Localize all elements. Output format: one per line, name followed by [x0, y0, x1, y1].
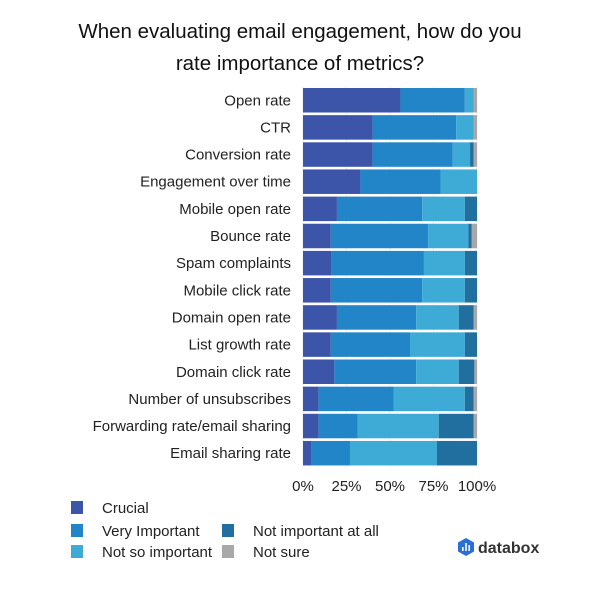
x-tick-label: 50% [375, 478, 405, 495]
bar-segment-very-important [336, 196, 423, 222]
bar-segment-not-so-important [416, 359, 459, 384]
bar-segment-very-important [360, 169, 441, 194]
bar-segment-very-important [330, 223, 429, 249]
bar-segment-not-so-important [349, 440, 437, 466]
bar-segment-not-important-at-all [464, 278, 477, 303]
bar-segment-not-so-important [440, 169, 477, 194]
bar-segment-not-sure [473, 305, 477, 330]
category-label: Bounce rate [210, 228, 291, 245]
category-label: Forwarding rate/email sharing [93, 418, 291, 435]
bar-segment-not-important-at-all [458, 305, 474, 330]
legend-swatch [71, 501, 83, 514]
bar-segment-not-important-at-all [468, 223, 472, 249]
category-label: Mobile click rate [183, 282, 291, 299]
bar-segment-not-sure [471, 223, 477, 249]
bar-segment-very-important [400, 88, 465, 113]
bar-segment-not-important-at-all [436, 440, 477, 466]
bar-segment-not-so-important [393, 386, 465, 412]
bar-segment-not-important-at-all [464, 332, 477, 357]
bar-segment-not-so-important [422, 196, 465, 222]
category-label: Spam complaints [176, 255, 291, 272]
legend-swatch [222, 545, 234, 558]
category-label: Mobile open rate [179, 201, 291, 218]
bar-segment-crucial [303, 250, 332, 276]
bar-segment-crucial [303, 386, 319, 412]
bar-segment-very-important [372, 142, 453, 167]
bar-segment-crucial [303, 115, 373, 140]
bar-segment-very-important [372, 115, 457, 140]
bar-segment-crucial [303, 413, 319, 439]
bar-segment-not-important-at-all [464, 250, 477, 276]
bar-segment-very-important [318, 413, 358, 439]
category-label: Number of unsubscribes [128, 391, 291, 408]
bar-segment-not-sure [473, 413, 477, 439]
category-label: Email sharing rate [170, 445, 291, 462]
bar-segment-crucial [303, 359, 335, 384]
bar-segment-not-important-at-all [470, 142, 474, 167]
category-label: Open rate [224, 92, 291, 109]
bar-segment-very-important [330, 278, 423, 303]
bar-segment-not-so-important [423, 250, 465, 276]
legend-swatch [222, 524, 234, 537]
bar-segment-not-sure [474, 359, 477, 384]
databox-logo: databox [458, 538, 539, 557]
legend-swatch [71, 545, 83, 558]
legend-swatch [71, 524, 83, 537]
category-label: CTR [260, 119, 291, 136]
bar-segment-not-sure [473, 88, 477, 113]
bar-segment-not-important-at-all [458, 359, 475, 384]
x-tick-label: 0% [292, 478, 314, 495]
bar-segment-very-important [330, 332, 411, 357]
bar-segment-not-so-important [422, 278, 465, 303]
x-tick-label: 75% [418, 478, 448, 495]
x-tick-label: 25% [331, 478, 361, 495]
category-label: List growth rate [188, 337, 291, 354]
bar-segment-not-important-at-all [464, 196, 477, 222]
legend-label: Not important at all [253, 523, 379, 540]
bar-segment-crucial [303, 223, 331, 249]
bar-segment-not-so-important [357, 413, 439, 439]
bar-segment-crucial [303, 88, 401, 113]
legend-label: Crucial [102, 500, 149, 517]
category-label: Domain click rate [176, 364, 291, 381]
legend-label: Very Important [102, 523, 200, 540]
chart-title-line-1: When evaluating email engagement, how do… [78, 20, 521, 43]
bar-segment-not-important-at-all [438, 413, 474, 439]
bar-segment-not-so-important [452, 142, 471, 167]
category-label: Domain open rate [172, 309, 291, 326]
databox-logo-text: databox [478, 540, 539, 557]
bar-segment-not-so-important [416, 305, 459, 330]
bar-segment-crucial [303, 169, 361, 194]
legend-label: Not so important [102, 544, 213, 561]
bar-segment-not-important-at-all [464, 386, 474, 412]
bar-segment-crucial [303, 278, 331, 303]
bar-segment-very-important [331, 250, 424, 276]
bar-segment-crucial [303, 305, 337, 330]
bar-segment-not-so-important [428, 223, 469, 249]
bar-segment-not-sure [473, 115, 477, 140]
bar-segment-very-important [334, 359, 417, 384]
bar-segment-not-sure [473, 142, 477, 167]
legend-label: Not sure [253, 544, 310, 561]
category-label: Conversion rate [185, 147, 291, 164]
bar-segment-not-so-important [456, 115, 474, 140]
bar-segment-crucial [303, 142, 373, 167]
x-tick-label: 100% [458, 478, 496, 495]
bar-segment-very-important [318, 386, 394, 412]
bar-segment-crucial [303, 196, 337, 222]
chart-title-line-2: rate importance of metrics? [176, 52, 424, 75]
category-label: Engagement over time [140, 174, 291, 191]
bar-segment-not-so-important [464, 88, 474, 113]
bar-segment-very-important [311, 440, 350, 466]
bar-segment-not-so-important [410, 332, 465, 357]
bar-segment-very-important [336, 305, 417, 330]
bar-segment-crucial [303, 440, 312, 466]
bar-segment-crucial [303, 332, 331, 357]
bar-segment-not-sure [473, 386, 477, 412]
